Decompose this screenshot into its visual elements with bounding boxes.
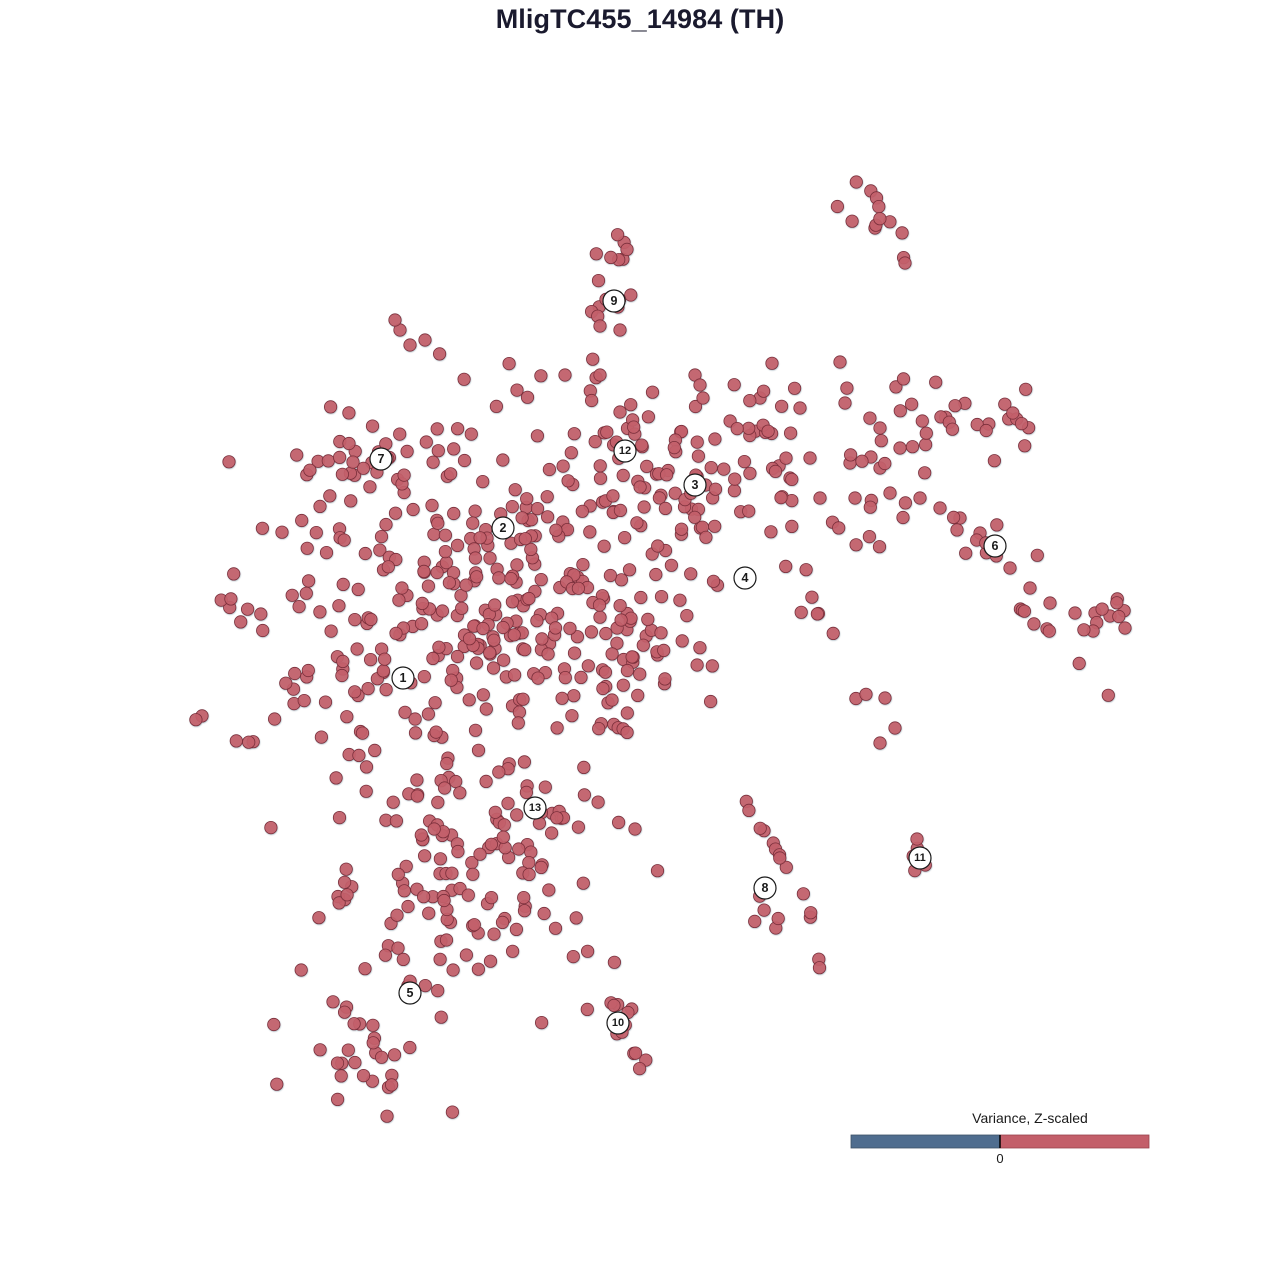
svg-text:1: 1 <box>400 671 407 685</box>
svg-text:0: 0 <box>996 1151 1003 1166</box>
svg-text:7: 7 <box>378 452 385 466</box>
svg-text:10: 10 <box>612 1017 624 1029</box>
svg-text:2: 2 <box>500 521 507 535</box>
svg-text:Variance, Z-scaled: Variance, Z-scaled <box>972 1110 1088 1126</box>
svg-text:8: 8 <box>762 881 769 895</box>
svg-text:6: 6 <box>992 539 999 553</box>
svg-text:12: 12 <box>619 445 631 457</box>
svg-text:11: 11 <box>914 852 926 864</box>
svg-text:9: 9 <box>611 294 618 308</box>
svg-text:5: 5 <box>407 986 414 1000</box>
svg-text:13: 13 <box>529 802 541 814</box>
svg-text:4: 4 <box>742 571 749 585</box>
svg-text:3: 3 <box>692 478 699 492</box>
